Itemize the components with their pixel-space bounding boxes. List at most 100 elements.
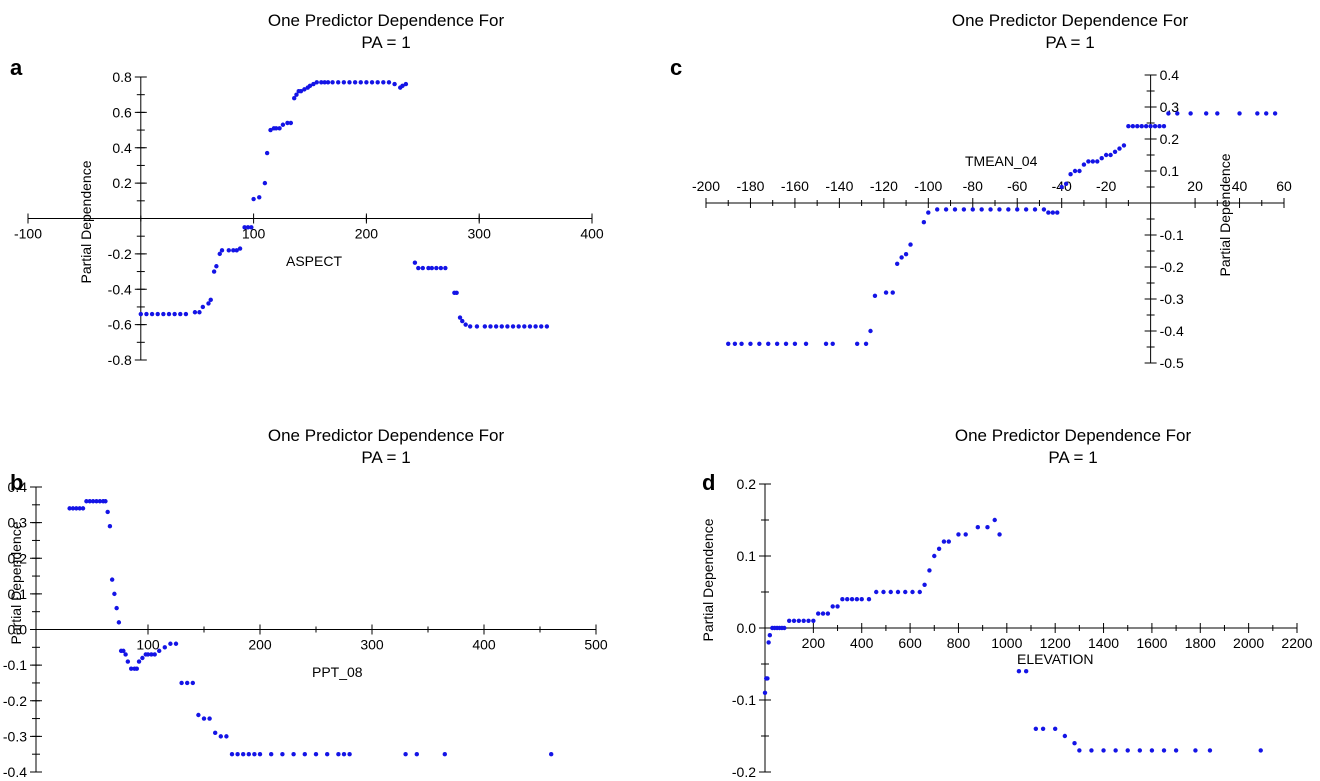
data-point: [292, 96, 297, 101]
data-point: [881, 589, 886, 595]
data-point: [245, 225, 251, 230]
data-point: [732, 341, 738, 346]
data-point: [375, 80, 380, 85]
data-point: [288, 120, 294, 126]
data-point: [899, 255, 904, 260]
data-point: [533, 324, 538, 329]
data-point: [434, 265, 439, 271]
data-point: [1137, 748, 1143, 753]
data-point: [251, 196, 256, 202]
data-point: [463, 322, 468, 327]
data-point: [816, 611, 821, 616]
data-point: [866, 597, 872, 602]
data-point: [74, 506, 79, 511]
data-point: [979, 207, 984, 212]
data-point: [336, 80, 341, 85]
x-tick-label: -100: [914, 178, 942, 194]
data-point: [1006, 207, 1011, 212]
data-point: [997, 532, 1002, 537]
data-point: [311, 81, 316, 87]
y-axis-label: Partial Dependence: [8, 521, 24, 644]
data-point: [252, 751, 257, 757]
data-point: [549, 751, 554, 757]
data-points: [138, 80, 550, 329]
data-point: [811, 618, 816, 623]
data-point: [1023, 669, 1029, 674]
data-point: [1050, 210, 1056, 215]
data-point: [460, 318, 465, 324]
data-point: [325, 751, 330, 757]
data-point: [217, 251, 222, 257]
data-point: [166, 311, 172, 317]
data-point: [416, 265, 421, 271]
data-point: [527, 324, 533, 329]
data-point: [803, 341, 809, 346]
data-point: [229, 751, 235, 757]
data-point: [319, 80, 324, 85]
data-point: [1148, 124, 1153, 129]
data-point: [1041, 207, 1047, 212]
data-point: [426, 265, 431, 271]
data-point: [499, 324, 504, 329]
data-point: [314, 80, 319, 85]
data-point: [381, 80, 386, 85]
data-point: [1117, 146, 1122, 151]
data-point: [926, 210, 931, 215]
data-point: [1086, 159, 1091, 164]
data-point: [109, 577, 115, 582]
data-point: [1166, 111, 1171, 116]
data-point: [302, 87, 307, 92]
x-tick-label: 400: [850, 635, 874, 651]
data-point: [347, 80, 352, 85]
y-tick-label: 0.3: [1160, 99, 1180, 115]
data-point: [400, 83, 405, 89]
data-point: [766, 640, 771, 645]
data-point: [224, 734, 229, 739]
y-tick-label: 0.3: [8, 515, 28, 531]
x-tick-label: 400: [472, 637, 496, 653]
data-point: [922, 582, 927, 587]
y-tick-label: -0.1: [3, 657, 27, 673]
data-point: [442, 751, 447, 757]
y-tick-label: 0.4: [8, 479, 28, 495]
y-axis-label: Partial Dependence: [78, 160, 94, 283]
data-point: [429, 265, 435, 271]
data-point: [1188, 111, 1193, 116]
x-tick-label: 2200: [1281, 635, 1312, 651]
data-point: [845, 597, 850, 602]
x-tick-label: 200: [355, 226, 379, 242]
data-point: [241, 751, 246, 757]
data-point: [105, 509, 110, 515]
data-point: [782, 625, 787, 631]
data-point: [1161, 748, 1167, 753]
y-axis-label: Partial Dependence: [1217, 153, 1233, 276]
data-point: [179, 680, 184, 686]
data-point: [921, 220, 927, 225]
data-point: [457, 315, 463, 320]
data-point: [307, 83, 313, 89]
data-point: [1143, 124, 1149, 129]
data-point: [801, 618, 806, 623]
data-point: [854, 597, 860, 602]
data-point: [975, 525, 980, 530]
data-point: [1062, 733, 1068, 739]
data-point: [1264, 111, 1269, 116]
data-point: [1023, 207, 1029, 212]
data-point: [1125, 748, 1130, 753]
data-point: [226, 248, 231, 253]
data-point: [1077, 748, 1082, 753]
y-tick-label: 0.2: [1160, 131, 1180, 147]
data-point: [172, 311, 177, 317]
x-tick-label: 400: [580, 226, 604, 242]
data-point: [90, 499, 96, 504]
y-tick-label: 0.1: [737, 548, 757, 564]
chart-title-line-1: One Predictor Dependence For: [955, 426, 1192, 445]
data-point: [67, 506, 72, 511]
data-point: [482, 324, 488, 329]
data-point: [454, 290, 459, 295]
data-point: [341, 751, 347, 757]
chart-title-line-1: One Predictor Dependence For: [952, 11, 1189, 30]
data-point: [298, 88, 304, 94]
data-point: [883, 290, 889, 295]
data-point: [830, 341, 835, 346]
